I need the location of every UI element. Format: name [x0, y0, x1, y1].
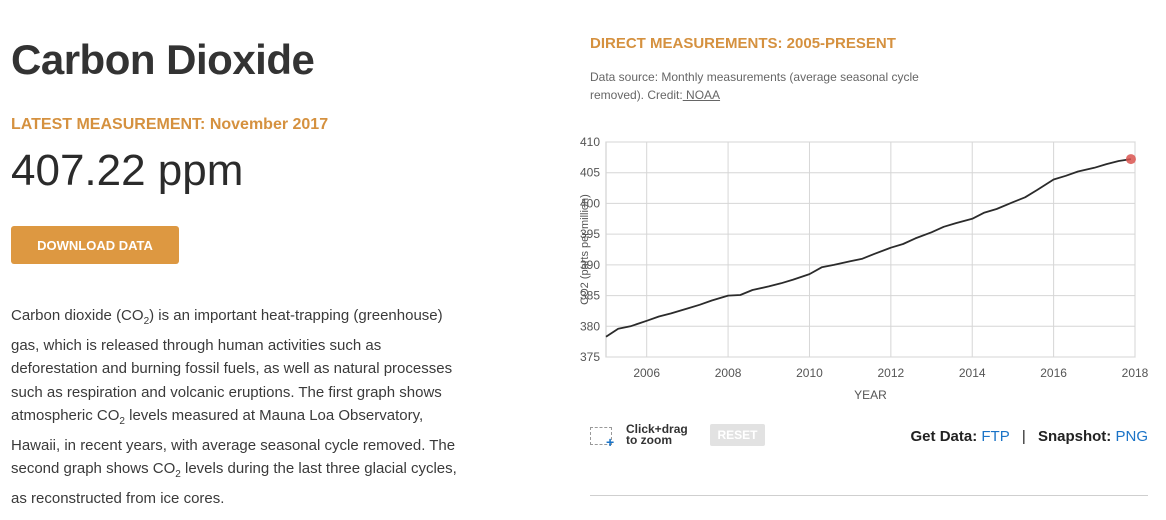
- snapshot-label: Snapshot:: [1037, 428, 1112, 445]
- y-axis-label: CO2 (parts per million): [579, 194, 591, 305]
- page-title: Carbon Dioxide: [11, 36, 315, 83]
- latest-measurement-label: LATEST MEASUREMENT: November 2017: [11, 116, 329, 133]
- divider: [590, 495, 1148, 496]
- x-axis-label: YEAR: [854, 388, 887, 402]
- y-tick-label: 380: [580, 319, 600, 333]
- x-tick-label: 2010: [796, 366, 823, 380]
- data-source-text: Data source: Monthly measurements (avera…: [590, 70, 919, 102]
- zoom-hint-line-2: to zoom: [626, 433, 672, 447]
- desc-sub-1: 2: [143, 316, 150, 327]
- y-tick-label: 395: [580, 227, 600, 241]
- x-tick-label: 2018: [1122, 366, 1149, 380]
- y-tick-label: 405: [580, 166, 600, 180]
- x-tick-label: 2008: [715, 366, 742, 380]
- co2-series-line: [605, 158, 1132, 338]
- download-data-button[interactable]: DOWNLOAD DATA: [11, 226, 179, 264]
- description-text: Carbon dioxide (CO2) is an important hea…: [11, 304, 471, 510]
- y-tick-label: 400: [580, 196, 600, 210]
- x-tick-label: 2006: [633, 366, 660, 380]
- x-tick-label: 2012: [877, 366, 904, 380]
- desc-sub-2: 2: [119, 416, 125, 427]
- noaa-credit-link[interactable]: NOAA: [682, 88, 721, 102]
- zoom-controls: + Click+drag to zoom RESET: [590, 422, 765, 449]
- latest-measurement-value: 407.22 ppm: [11, 146, 244, 195]
- desc-part-3: levels measured at Mauna Loa Observatory…: [11, 407, 456, 477]
- x-tick-label: 2014: [959, 366, 986, 380]
- y-tick-label: 385: [580, 289, 600, 303]
- get-data-label: Get Data:: [910, 428, 978, 445]
- png-link[interactable]: PNG: [1115, 428, 1148, 445]
- zoom-hint-line-1: Click+drag: [626, 422, 688, 436]
- x-tick-label: 2016: [1040, 366, 1067, 380]
- y-tick-label: 390: [580, 258, 600, 272]
- y-tick-label: 375: [580, 350, 600, 364]
- get-data-bar: Get Data: FTP | Snapshot: PNG: [911, 428, 1148, 445]
- chart-section-title: DIRECT MEASUREMENTS: 2005-PRESENT: [590, 35, 896, 52]
- zoom-hint: Click+drag to zoom: [626, 422, 700, 447]
- co2-line-chart[interactable]: 375 380 385 390 395 400 405 410 2006 2008 2010 2012…: [574, 128, 1154, 408]
- drag-zoom-icon: +: [590, 425, 614, 449]
- reset-zoom-button[interactable]: RESET: [710, 424, 765, 446]
- ftp-link[interactable]: FTP: [981, 428, 1010, 445]
- desc-part-1: Carbon dioxide (CO: [11, 307, 144, 324]
- desc-part-4: levels during the last three glacial cyc…: [11, 460, 457, 507]
- plot-frame: [605, 141, 1136, 358]
- data-source-note: Data source: Monthly measurements (avera…: [590, 68, 970, 104]
- latest-point-marker: [1125, 154, 1136, 165]
- desc-part-2: ) is an important heat-trapping (greenho…: [11, 307, 453, 424]
- desc-sub-3: 2: [175, 469, 181, 480]
- y-tick-label: 410: [580, 135, 600, 149]
- separator: |: [1021, 428, 1026, 445]
